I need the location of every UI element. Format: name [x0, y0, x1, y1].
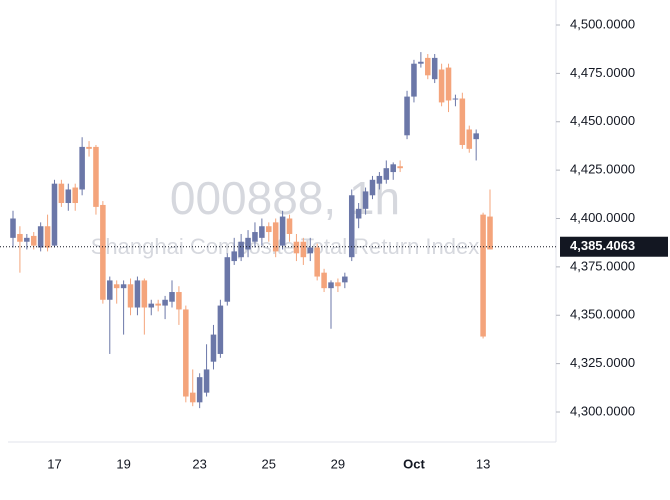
y-tick-label: 4,375.0000 — [570, 258, 635, 273]
candle-body — [189, 392, 196, 403]
candle-body — [418, 61, 424, 64]
candle-body — [369, 179, 376, 196]
candle-body — [10, 218, 16, 238]
candle-body — [376, 175, 383, 184]
candle-body — [272, 222, 279, 252]
candle-body — [72, 187, 78, 204]
candle-body — [307, 247, 314, 254]
candle-body — [169, 292, 175, 302]
candle-body — [335, 282, 341, 287]
candle-body — [183, 309, 189, 397]
candle-body — [480, 214, 486, 337]
candle-body — [321, 272, 327, 289]
candle-body — [445, 67, 452, 101]
candle-body — [224, 257, 231, 302]
candle-body — [120, 284, 127, 289]
candle-body — [203, 369, 210, 393]
candle-body — [293, 241, 300, 254]
candle-body — [452, 98, 459, 100]
y-tick-label: 4,475.0000 — [570, 65, 635, 80]
candle-body — [459, 98, 466, 145]
candle-body — [231, 251, 237, 262]
candle-body — [86, 146, 92, 149]
candle-body — [141, 280, 148, 308]
x-tick-label: Oct — [403, 456, 425, 471]
candle-body — [425, 57, 431, 76]
candle-body — [431, 57, 438, 80]
y-tick-label: 4,425.0000 — [570, 162, 635, 177]
x-tick-label: 17 — [47, 456, 61, 471]
watermark-title: 000888, 1h — [170, 172, 400, 224]
x-tick-label: 19 — [116, 456, 130, 471]
candle-body — [127, 284, 134, 308]
x-tick-label: 13 — [476, 456, 490, 471]
candle-body — [113, 284, 120, 289]
candle-body — [93, 146, 99, 207]
candle-body — [245, 237, 251, 250]
y-tick-label: 4,400.0000 — [570, 210, 635, 225]
candle-body — [355, 208, 362, 219]
candle-body — [196, 377, 203, 403]
candle-body — [162, 299, 168, 306]
candle-body — [404, 96, 410, 136]
candle-body — [217, 305, 224, 354]
candle-body — [300, 241, 307, 258]
candle-body — [155, 303, 161, 306]
candle-body — [210, 334, 217, 362]
y-tick-label: 4,350.0000 — [570, 307, 635, 322]
candle-body — [362, 191, 369, 209]
x-tick-label: 25 — [262, 456, 276, 471]
candle-body — [259, 226, 265, 238]
candle-body — [100, 204, 106, 300]
y-tick-label: 4,500.0000 — [570, 16, 635, 31]
crosshair-label-bg — [560, 236, 668, 257]
candle-body — [438, 69, 445, 103]
candle-body — [238, 241, 244, 258]
candle-body — [79, 146, 85, 190]
candle-body — [411, 63, 417, 97]
candle-body — [466, 129, 473, 149]
candle-body — [148, 303, 155, 308]
candle-body — [176, 292, 182, 310]
candle-body — [58, 183, 65, 204]
candle-body — [390, 164, 396, 173]
x-tick-label: 23 — [192, 456, 206, 471]
candle-body — [266, 226, 272, 233]
x-tick-label: 29 — [331, 456, 345, 471]
candle-body — [279, 216, 286, 246]
candle-body — [342, 276, 348, 283]
candle-body — [314, 247, 320, 277]
candle-body — [383, 168, 390, 180]
candle-body — [252, 232, 258, 242]
candle-body — [487, 216, 493, 250]
crosshair-label: 4,385.4063 — [570, 238, 635, 253]
candle-body — [397, 166, 403, 169]
y-tick-label: 4,450.0000 — [570, 113, 635, 128]
candle-body — [44, 226, 51, 248]
candle-body — [24, 237, 30, 242]
candle-body — [107, 280, 113, 300]
candle-body — [17, 233, 23, 242]
y-tick-label: 4,325.0000 — [570, 355, 635, 370]
candle-body — [348, 195, 355, 258]
candle-body — [30, 235, 37, 246]
candle-body — [65, 189, 72, 204]
candle-body — [51, 183, 58, 246]
candle-body — [328, 282, 334, 289]
candle-body — [286, 218, 293, 234]
y-tick-label: 4,300.0000 — [570, 403, 635, 418]
candle-body — [473, 133, 479, 140]
candle-body — [37, 226, 44, 248]
candle-body — [134, 280, 141, 308]
